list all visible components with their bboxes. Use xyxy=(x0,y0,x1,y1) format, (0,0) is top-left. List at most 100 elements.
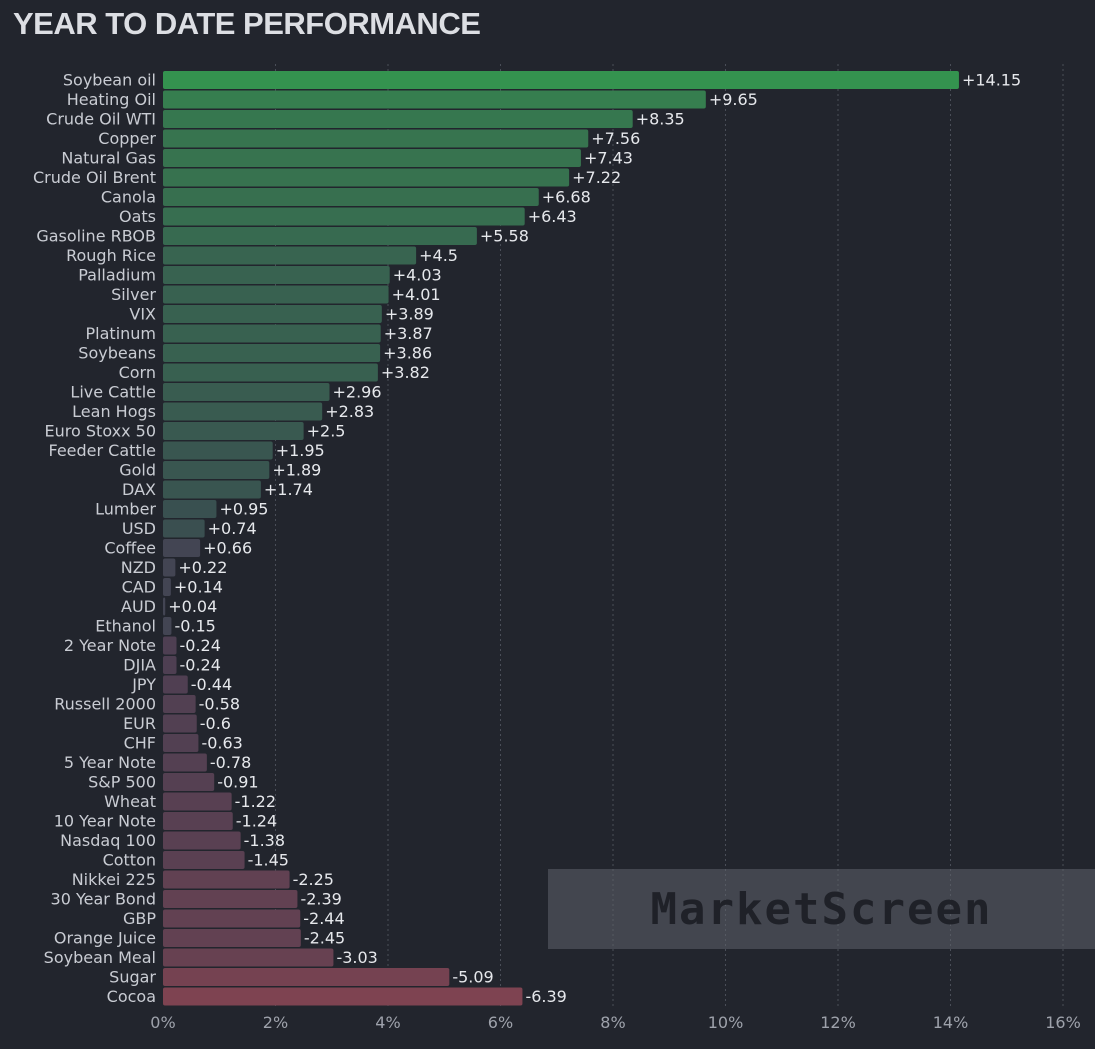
bar[interactable] xyxy=(163,656,177,674)
category-label: Orange Juice xyxy=(54,929,156,948)
bar[interactable] xyxy=(163,207,525,226)
category-label: Soybean Meal xyxy=(44,948,156,967)
bar[interactable] xyxy=(163,168,570,187)
value-label: -1.22 xyxy=(235,792,276,811)
bar[interactable] xyxy=(163,831,241,850)
category-label: Canola xyxy=(101,188,156,207)
value-label: -0.63 xyxy=(201,734,242,753)
category-label: Crude Oil Brent xyxy=(33,168,156,187)
bar[interactable] xyxy=(163,675,188,694)
value-label: +2.5 xyxy=(307,422,346,441)
category-label: Platinum xyxy=(86,324,156,343)
bar[interactable] xyxy=(163,734,199,752)
bar[interactable] xyxy=(163,695,196,713)
bar[interactable] xyxy=(163,500,217,518)
bar[interactable] xyxy=(163,968,450,986)
bar[interactable] xyxy=(163,188,539,206)
category-label: Russell 2000 xyxy=(54,695,156,714)
category-label: Copper xyxy=(98,129,156,148)
bar[interactable] xyxy=(163,519,205,538)
category-label: DAX xyxy=(122,480,156,499)
bar[interactable] xyxy=(163,129,589,148)
category-label: Nikkei 225 xyxy=(72,870,156,889)
bar[interactable] xyxy=(163,383,330,401)
category-label: Natural Gas xyxy=(61,149,156,168)
value-label: +4.5 xyxy=(419,246,458,265)
value-label: -0.24 xyxy=(180,636,221,655)
bar[interactable] xyxy=(163,90,706,109)
value-label: -3.03 xyxy=(336,948,377,967)
bar[interactable] xyxy=(163,324,381,343)
category-label: Cotton xyxy=(103,851,156,870)
category-label: Wheat xyxy=(104,792,156,811)
bar[interactable] xyxy=(163,753,207,772)
bar[interactable] xyxy=(163,305,382,323)
bar[interactable] xyxy=(163,851,245,869)
bar[interactable] xyxy=(163,890,298,908)
value-label: +6.68 xyxy=(542,188,591,207)
bar[interactable] xyxy=(163,422,304,440)
bar[interactable] xyxy=(163,461,270,479)
category-label: JPY xyxy=(131,675,156,694)
bar[interactable] xyxy=(163,792,232,811)
bar[interactable] xyxy=(163,597,166,616)
bar[interactable] xyxy=(163,987,523,1006)
bar[interactable] xyxy=(163,363,378,382)
bar[interactable] xyxy=(163,636,177,655)
category-label: Feeder Cattle xyxy=(49,441,157,460)
bar[interactable] xyxy=(163,714,197,733)
bar[interactable] xyxy=(163,402,323,421)
bar[interactable] xyxy=(163,71,959,89)
category-label: GBP xyxy=(123,909,156,928)
grid-lines xyxy=(275,64,1064,1008)
category-label: VIX xyxy=(129,305,156,324)
bar[interactable] xyxy=(163,558,176,577)
category-label: 2 Year Note xyxy=(64,636,156,655)
category-label: Lumber xyxy=(95,500,156,519)
x-tick-label: 10% xyxy=(708,1013,744,1032)
category-label: Heating Oil xyxy=(67,90,156,109)
value-label: +8.35 xyxy=(636,110,685,129)
value-label: -0.24 xyxy=(180,656,221,675)
category-label: 30 Year Bond xyxy=(51,890,156,909)
value-label: +1.89 xyxy=(272,461,321,480)
bar[interactable] xyxy=(163,266,390,284)
value-label: -5.09 xyxy=(452,968,493,987)
category-label: USD xyxy=(122,519,156,538)
x-tick-label: 2% xyxy=(263,1013,288,1032)
value-label: +7.22 xyxy=(572,168,621,187)
bar[interactable] xyxy=(163,773,215,791)
bar[interactable] xyxy=(163,948,334,967)
value-label: -1.24 xyxy=(236,812,277,831)
bar[interactable] xyxy=(163,227,477,245)
bar[interactable] xyxy=(163,812,233,830)
bar[interactable] xyxy=(163,149,581,167)
bar[interactable] xyxy=(163,246,417,265)
category-label: Euro Stoxx 50 xyxy=(45,422,156,441)
value-label: -2.39 xyxy=(300,890,341,909)
bar[interactable] xyxy=(163,539,201,557)
bar[interactable] xyxy=(163,578,171,596)
value-label: +0.22 xyxy=(178,558,227,577)
value-label: -1.45 xyxy=(248,851,289,870)
value-label: -1.38 xyxy=(244,831,285,850)
category-label: Nasdaq 100 xyxy=(60,831,156,850)
category-label: Gasoline RBOB xyxy=(36,227,156,246)
bar[interactable] xyxy=(163,441,273,460)
bar[interactable] xyxy=(163,870,290,889)
category-label: S&P 500 xyxy=(88,773,156,792)
bars xyxy=(163,71,959,1006)
value-label: -0.78 xyxy=(210,753,251,772)
value-label: +3.82 xyxy=(381,363,430,382)
value-label: +1.74 xyxy=(264,480,313,499)
bar[interactable] xyxy=(163,480,261,499)
value-label: -0.58 xyxy=(199,695,240,714)
bar[interactable] xyxy=(163,909,301,928)
x-axis-ticks: 0% 2% 4% 6% 8% 10% 12% 14% 16% xyxy=(150,1013,1080,1032)
bar[interactable] xyxy=(163,110,633,128)
bar[interactable] xyxy=(163,617,172,635)
bar[interactable] xyxy=(163,285,389,304)
bar[interactable] xyxy=(163,929,301,947)
bar[interactable] xyxy=(163,344,381,362)
